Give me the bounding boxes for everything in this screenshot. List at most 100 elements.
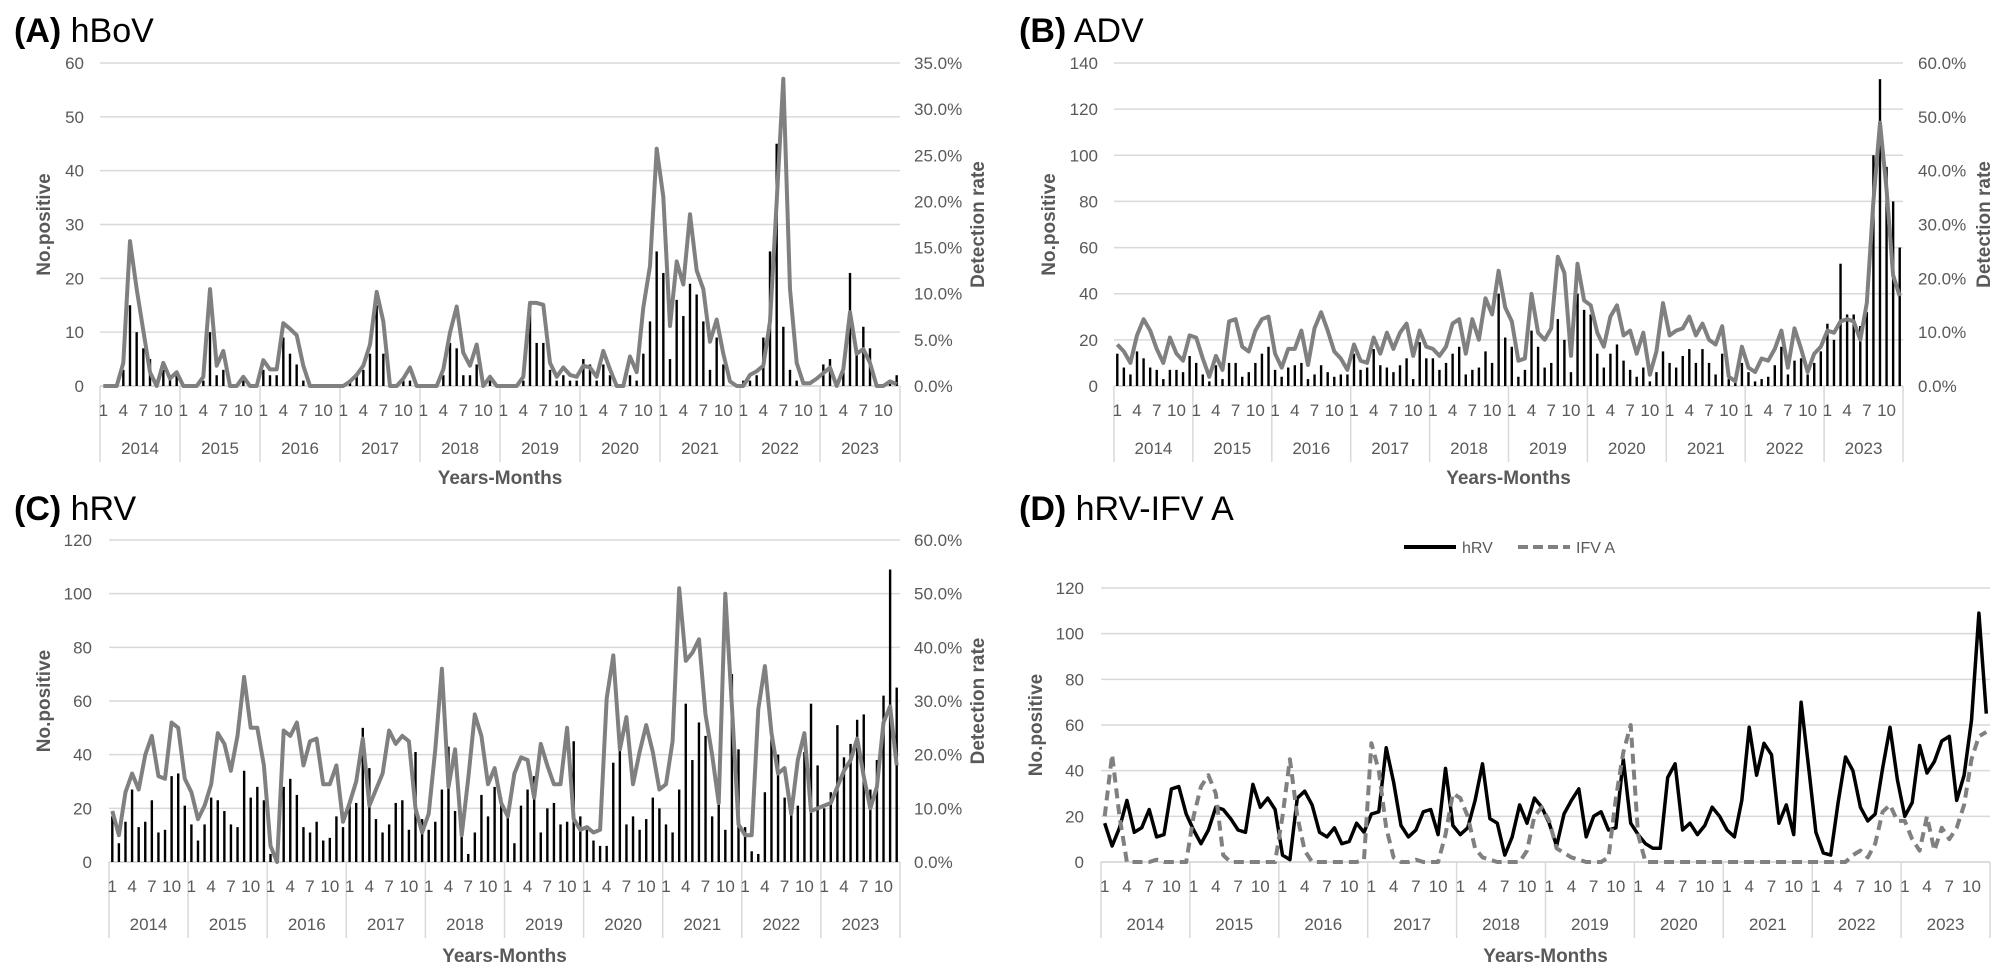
y2-tick-label: 5.0% bbox=[914, 331, 953, 350]
month-tick-label: 10 bbox=[1640, 401, 1659, 420]
panel-title: (D) hRV-IFV A bbox=[1019, 490, 1234, 528]
year-label: 2017 bbox=[1371, 439, 1409, 458]
month-tick-label: 4 bbox=[1744, 877, 1753, 896]
bar bbox=[1753, 381, 1757, 386]
month-tick-label: 10 bbox=[1606, 877, 1625, 896]
bar bbox=[1319, 365, 1323, 386]
bar bbox=[1720, 353, 1724, 386]
bar bbox=[895, 687, 898, 862]
month-tick-label: 4 bbox=[519, 401, 528, 420]
bar bbox=[1129, 374, 1132, 386]
y-tick-label: 0 bbox=[83, 853, 92, 872]
bar bbox=[335, 816, 338, 862]
month-tick-label: 4 bbox=[1833, 877, 1842, 896]
year-label: 2019 bbox=[521, 439, 559, 458]
year-label: 2021 bbox=[1687, 439, 1725, 458]
month-tick-label: 1 bbox=[99, 401, 108, 420]
month-tick-label: 7 bbox=[1144, 877, 1153, 896]
bar bbox=[882, 695, 885, 862]
y-tick-label: 20 bbox=[1065, 807, 1084, 826]
month-tick-label: 10 bbox=[1167, 401, 1186, 420]
bar bbox=[1241, 376, 1244, 386]
bar bbox=[282, 337, 285, 386]
bar bbox=[664, 824, 668, 862]
bar bbox=[1523, 369, 1527, 386]
y-axis-title: No.positive bbox=[34, 173, 55, 275]
panel-label: (C) bbox=[14, 490, 61, 528]
month-tick-label: 7 bbox=[219, 401, 228, 420]
month-tick-label: 10 bbox=[637, 877, 656, 896]
bar bbox=[434, 821, 437, 862]
bar bbox=[559, 824, 562, 862]
bar bbox=[763, 792, 767, 862]
x-axis-title: Years-Months bbox=[1483, 946, 1608, 967]
bar bbox=[1359, 369, 1362, 386]
bar bbox=[1181, 372, 1185, 386]
bar bbox=[1425, 358, 1428, 386]
month-tick-label: 4 bbox=[1211, 877, 1220, 896]
bar bbox=[565, 821, 569, 862]
bar bbox=[137, 827, 140, 862]
year-label: 2023 bbox=[1845, 439, 1883, 458]
bar bbox=[1208, 381, 1211, 386]
month-tick-label: 1 bbox=[1189, 877, 1198, 896]
month-tick-label: 4 bbox=[439, 401, 448, 420]
month-tick-label: 1 bbox=[1586, 401, 1595, 420]
bar bbox=[1832, 339, 1836, 386]
bar bbox=[315, 821, 318, 862]
month-tick-label: 4 bbox=[1763, 401, 1772, 420]
y-tick-label: 40 bbox=[1079, 285, 1098, 304]
month-tick-label: 7 bbox=[1783, 401, 1792, 420]
bar bbox=[528, 305, 532, 386]
bar bbox=[1497, 293, 1500, 386]
bar bbox=[462, 375, 465, 386]
year-label: 2017 bbox=[361, 439, 399, 458]
bar bbox=[662, 272, 665, 386]
bar bbox=[595, 380, 598, 386]
bar bbox=[1201, 374, 1204, 386]
bar bbox=[708, 369, 712, 386]
bar bbox=[382, 353, 385, 386]
bar bbox=[848, 272, 852, 386]
month-tick-label: 7 bbox=[1411, 877, 1420, 896]
bar bbox=[655, 251, 658, 386]
month-tick-label: 10 bbox=[794, 401, 813, 420]
bar bbox=[215, 375, 218, 386]
bar bbox=[1674, 367, 1678, 386]
bar bbox=[1221, 379, 1224, 386]
y2-tick-label: 20.0% bbox=[914, 746, 962, 765]
bar bbox=[308, 832, 312, 862]
y-tick-label: 120 bbox=[1070, 100, 1098, 119]
bar bbox=[1155, 369, 1158, 386]
bar bbox=[682, 316, 685, 386]
bar bbox=[631, 816, 635, 862]
bar bbox=[249, 797, 252, 862]
series-line-rate bbox=[103, 76, 898, 388]
panel-title: (B) ADV bbox=[1019, 12, 1144, 50]
bar bbox=[209, 797, 213, 862]
month-tick-label: 7 bbox=[226, 877, 235, 896]
month-tick-label: 7 bbox=[779, 401, 788, 420]
bar bbox=[532, 776, 536, 862]
bar bbox=[196, 840, 200, 862]
y2-tick-label: 0.0% bbox=[914, 853, 953, 872]
y-tick-label: 80 bbox=[1065, 670, 1084, 689]
bar bbox=[1490, 362, 1494, 386]
bar bbox=[842, 369, 845, 386]
bar bbox=[795, 380, 798, 386]
month-tick-label: 1 bbox=[1722, 877, 1731, 896]
bar bbox=[1582, 309, 1586, 386]
y-tick-label: 60 bbox=[1079, 239, 1098, 258]
bar bbox=[1655, 372, 1658, 386]
bar bbox=[1471, 369, 1474, 386]
bar bbox=[1260, 353, 1264, 386]
chart-adv: (B) ADV 0 20 40 60 80 100 120 140 0.0% 10.0% 20.0% 3… bbox=[1019, 12, 1995, 489]
bar bbox=[1589, 314, 1592, 386]
month-tick-label: 10 bbox=[1798, 401, 1817, 420]
month-tick-label: 7 bbox=[299, 401, 308, 420]
month-tick-label: 4 bbox=[119, 401, 128, 420]
month-tick-label: 4 bbox=[1211, 401, 1220, 420]
bar bbox=[262, 369, 265, 386]
bar bbox=[157, 832, 160, 862]
bar bbox=[1563, 339, 1566, 386]
